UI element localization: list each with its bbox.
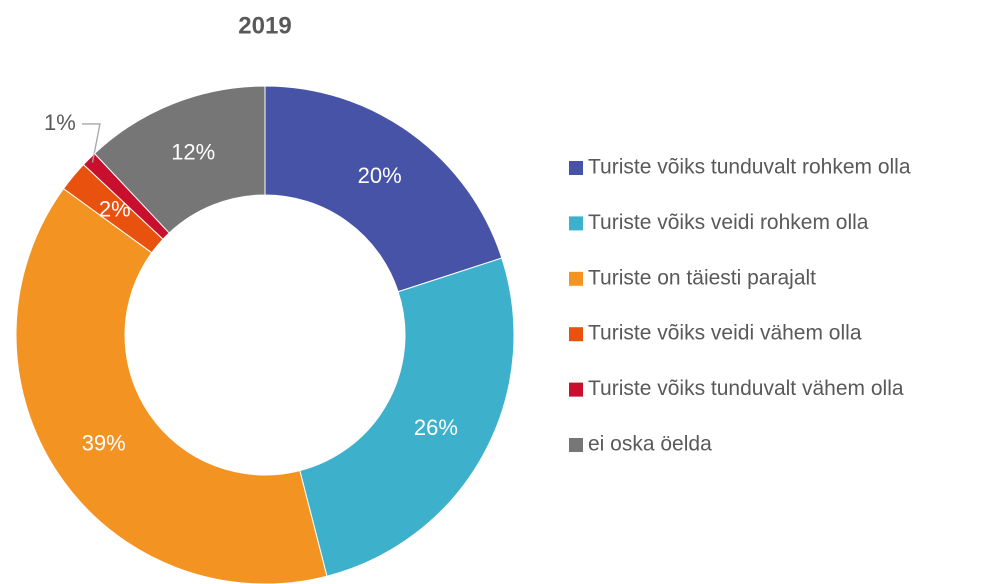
data-label: 20%	[358, 163, 402, 188]
legend-label: Turiste võiks tunduvalt rohkem olla	[588, 156, 911, 179]
legend-swatch	[569, 161, 583, 175]
legend-label: ei oska öelda	[588, 433, 712, 456]
legend-swatch	[569, 216, 583, 231]
donut-slice	[299, 257, 515, 577]
legend-label: Turiste võiks veidi vähem olla	[588, 322, 862, 345]
legend-swatch	[569, 327, 583, 342]
donut-slice	[264, 85, 503, 293]
data-label: 26%	[414, 415, 458, 440]
legend-swatch	[569, 438, 583, 452]
legend-label: Turiste on täiesti parajalt	[588, 266, 816, 289]
chart-title: 2019	[238, 12, 291, 39]
legend-label: Turiste võiks veidi rohkem olla	[588, 211, 869, 234]
legend-swatch	[569, 271, 583, 286]
data-label: 39%	[82, 430, 126, 455]
data-label: 12%	[171, 140, 215, 165]
legend-swatch	[569, 382, 583, 397]
leader-line	[81, 123, 101, 163]
donut-slice	[15, 187, 328, 584]
legend-label: Turiste võiks tunduvalt vähem olla	[588, 377, 904, 400]
donut-slice	[93, 85, 266, 234]
data-label: 1%	[44, 110, 76, 135]
